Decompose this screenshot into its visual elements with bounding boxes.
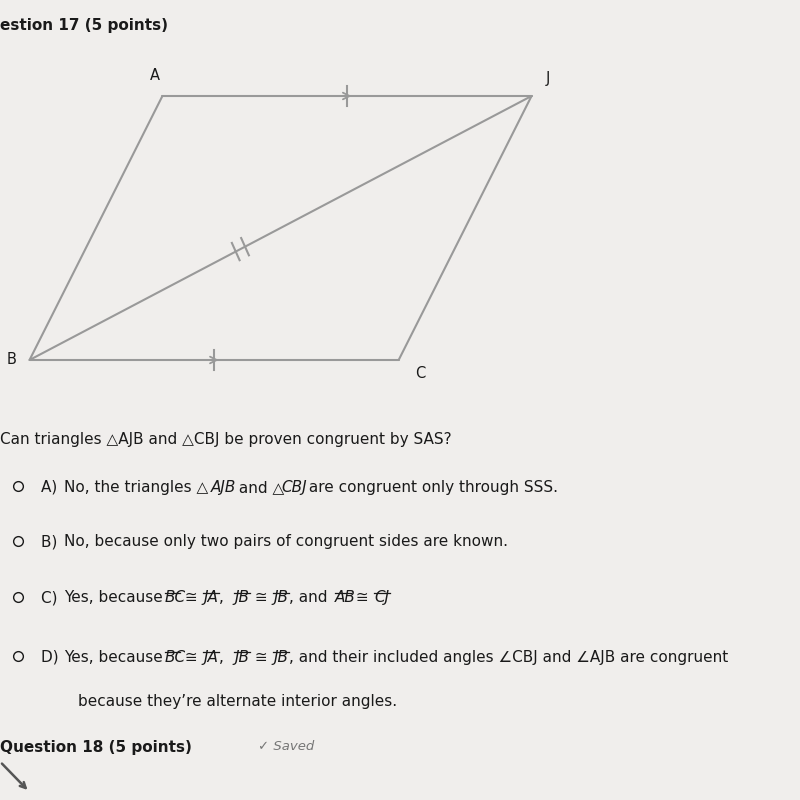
Text: AB: AB	[335, 590, 356, 606]
Text: ,: ,	[219, 590, 229, 606]
Text: A): A)	[41, 480, 62, 495]
Text: , and their included angles ∠CBJ and ∠AJB are congruent: , and their included angles ∠CBJ and ∠AJ…	[289, 650, 728, 665]
Text: B: B	[6, 353, 16, 367]
Text: JB: JB	[234, 650, 250, 665]
Text: JB: JB	[234, 590, 250, 606]
Text: No, the triangles △: No, the triangles △	[64, 480, 208, 495]
Text: BC: BC	[165, 650, 186, 665]
Text: JB: JB	[274, 590, 288, 606]
Text: ≅: ≅	[250, 590, 273, 606]
Text: CBJ: CBJ	[281, 480, 306, 495]
Text: ≅: ≅	[250, 650, 273, 665]
Text: C): C)	[41, 590, 62, 606]
Text: ≅: ≅	[350, 590, 374, 606]
Text: Question 18 (5 points): Question 18 (5 points)	[0, 740, 192, 755]
Text: JA: JA	[203, 650, 218, 665]
Text: because they’re alternate interior angles.: because they’re alternate interior angle…	[78, 694, 397, 709]
Text: ≅: ≅	[180, 590, 202, 606]
Text: C: C	[415, 366, 425, 382]
Text: Can triangles △AJB and △CBJ be proven congruent by SAS?: Can triangles △AJB and △CBJ be proven co…	[0, 432, 452, 447]
Text: ≅: ≅	[180, 650, 202, 665]
Text: AJB: AJB	[211, 480, 237, 495]
Text: No, because only two pairs of congruent sides are known.: No, because only two pairs of congruent …	[64, 534, 508, 550]
Text: CJ: CJ	[374, 590, 389, 606]
Text: JB: JB	[274, 650, 288, 665]
Text: D): D)	[41, 650, 63, 665]
Text: ✓ Saved: ✓ Saved	[258, 740, 314, 753]
Text: Yes, because: Yes, because	[64, 650, 167, 665]
Text: J: J	[546, 71, 550, 86]
Text: are congruent only through SSS.: are congruent only through SSS.	[304, 480, 558, 495]
Text: BC: BC	[165, 590, 186, 606]
Text: B): B)	[41, 534, 62, 550]
Text: A: A	[150, 68, 160, 83]
Text: JA: JA	[203, 590, 218, 606]
Text: , and: , and	[289, 590, 332, 606]
Text: ,: ,	[219, 650, 229, 665]
Text: Yes, because: Yes, because	[64, 590, 167, 606]
Text: and △: and △	[234, 480, 285, 495]
Text: estion 17 (5 points): estion 17 (5 points)	[0, 18, 168, 33]
